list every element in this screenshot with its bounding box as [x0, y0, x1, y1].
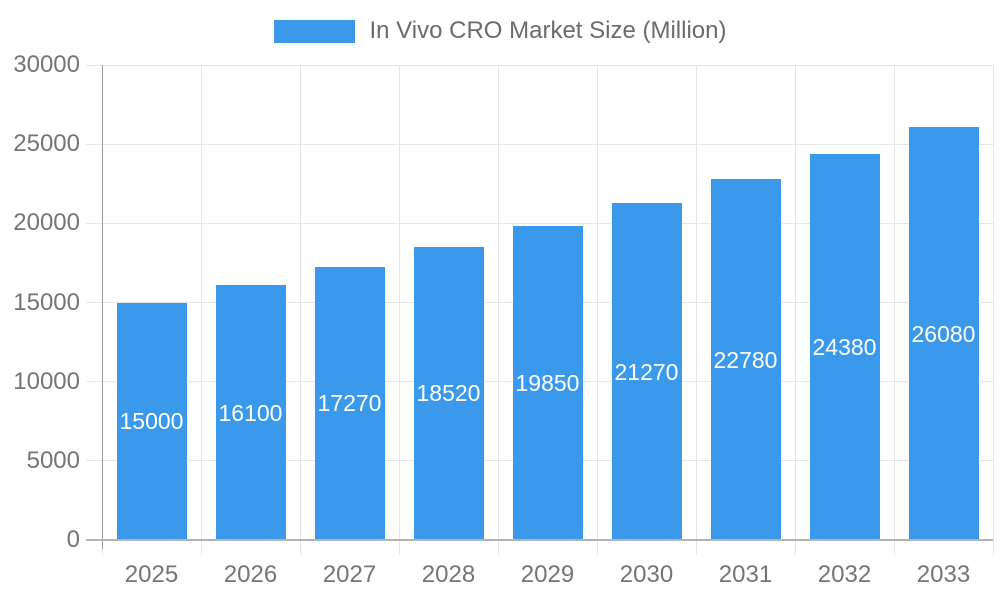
x-tick-label: 2030 [619, 561, 674, 588]
y-tick-label: 30000 [13, 51, 80, 78]
bar: 26080 [908, 127, 979, 540]
bar-value-label: 18520 [416, 380, 481, 407]
y-tick-label: 10000 [13, 367, 80, 395]
bar: 22780 [710, 179, 781, 540]
gridline-v [893, 65, 895, 540]
bar-value-label: 22780 [713, 346, 778, 373]
x-tick-label: 2032 [817, 561, 872, 588]
y-tick-label: 0 [66, 526, 80, 553]
gridline-v [398, 65, 400, 540]
gridline-v [992, 65, 994, 540]
gridline-v [794, 65, 796, 540]
x-tick-label: 2033 [916, 561, 971, 588]
y-axis-tick [86, 143, 102, 145]
bar: 21270 [611, 203, 682, 540]
x-axis-tick [695, 540, 697, 555]
x-tick-label: 2025 [124, 561, 179, 588]
gridline-v [695, 65, 697, 540]
x-tick-label: 2031 [718, 561, 773, 588]
gridline-v [497, 65, 499, 540]
y-axis-tick [86, 381, 102, 383]
legend: In Vivo CRO Market Size (Million) [0, 17, 1000, 45]
plot-area: 0 5000 10000 15000 20000 25000 30000 15000 16100… [13, 52, 994, 588]
x-axis-tick [398, 540, 400, 555]
bar-value-label: 17270 [317, 390, 382, 417]
x-axis-tick [893, 540, 895, 555]
y-axis-tick [86, 302, 102, 303]
bar-value-label: 24380 [812, 333, 877, 360]
bar-value-label: 26080 [911, 320, 976, 347]
y-axis-line [102, 65, 103, 549]
bar: 24380 [809, 153, 880, 540]
bar: 17270 [314, 266, 385, 540]
x-tick-label: 2026 [223, 561, 278, 588]
bar-value-label: 16100 [218, 399, 283, 426]
bar-value-label: 15000 [119, 408, 184, 435]
bar: 16100 [215, 285, 286, 540]
y-axis-tick [86, 64, 102, 66]
gridline-h [102, 143, 993, 145]
x-axis-tick [200, 540, 202, 555]
y-tick-label: 20000 [13, 209, 80, 237]
y-axis-tick [86, 222, 102, 224]
x-axis-tick [794, 540, 796, 555]
y-tick-label: 15000 [13, 288, 80, 316]
x-tick-label: 2028 [421, 561, 476, 588]
x-axis-tick [992, 540, 994, 555]
chart-title: In Vivo CRO Market Size (Million) [369, 17, 727, 44]
bar-value-label: 19850 [515, 369, 580, 396]
gridline-v [596, 65, 598, 540]
y-tick-label: 5000 [26, 446, 80, 474]
bar: 19850 [512, 225, 583, 540]
x-axis-tick [596, 540, 598, 555]
gridline-v [200, 65, 202, 540]
bar-value-label: 21270 [614, 358, 679, 385]
legend-swatch [273, 19, 355, 43]
y-tick-label: 25000 [13, 130, 80, 158]
gridline-h [102, 64, 993, 66]
x-tick-label: 2027 [322, 561, 377, 588]
x-axis-tick [299, 540, 301, 555]
gridline-h [102, 222, 993, 224]
bar: 15000 [116, 302, 187, 540]
x-axis-tick [497, 540, 499, 555]
x-axis-baseline [86, 539, 993, 541]
bar: 18520 [413, 246, 484, 540]
gridline-v [299, 65, 301, 540]
x-tick-label: 2029 [520, 561, 575, 588]
y-axis-tick [86, 460, 102, 462]
